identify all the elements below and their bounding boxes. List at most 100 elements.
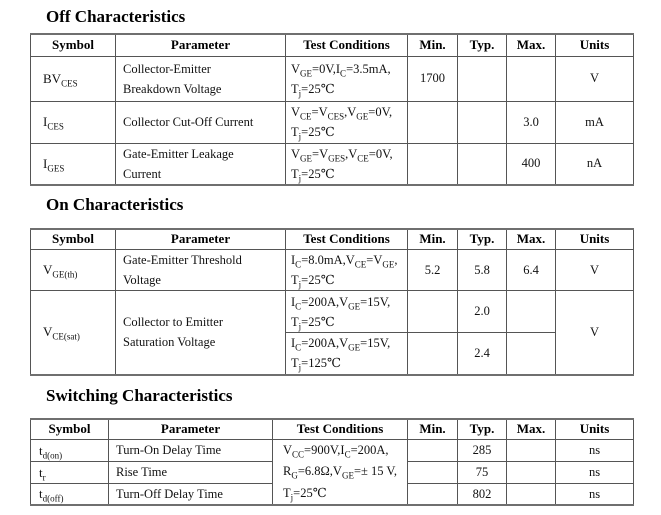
max-cell (506, 290, 556, 333)
cell-line: RG=6.8Ω,VGE=± 15 V, (283, 464, 397, 481)
cell-line: VGE=VGES,VCE=0V, (291, 146, 393, 164)
max-cell (506, 332, 556, 375)
typ-cell: 75 (457, 461, 507, 485)
parameter-cell: Collector to Emitter Saturation Voltage (115, 290, 286, 375)
cell-line: Gate-Emitter Threshold (123, 253, 242, 267)
table-row: td(off) Turn-Off Delay Time 802 ns (30, 483, 634, 506)
symbol-cell: td(off) (30, 483, 109, 506)
typ-cell (457, 142, 507, 186)
col-header-test-conditions: Test Conditions (285, 33, 408, 57)
col-header-units: Units (555, 33, 634, 57)
typ-cell: 2.4 (457, 332, 507, 375)
col-header-max: Max. (506, 418, 556, 440)
units-cell: V (555, 55, 634, 102)
cell-line: VCE=VCES,VGE=0V, (291, 105, 393, 122)
col-header-symbol: Symbol (30, 418, 109, 440)
symbol-cell: ICES (30, 100, 116, 144)
cell-line: IC=8.0mA,VCE=VGE, (291, 253, 398, 270)
min-cell (407, 142, 458, 186)
col-header-min: Min. (407, 33, 458, 57)
symbol-cell: VGE(th) (30, 249, 116, 291)
col-header-parameter: Parameter (115, 228, 286, 250)
section-title-switching: Switching Characteristics (46, 386, 233, 405)
table-row: IGES Gate-Emitter Leakage Current VGE=VG… (30, 142, 634, 186)
cell-line: Collector Cut-Off Current (123, 115, 254, 129)
units-cell: V (555, 249, 634, 291)
parameter-cell: Gate-Emitter Leakage Current (115, 142, 286, 186)
test-conditions-cell: VCE=VCES,VGE=0V, Tj=25℃ (285, 100, 408, 144)
cell-line: Collector-Emitter (123, 61, 211, 76)
cell-line: Tj=25℃ (291, 81, 335, 98)
col-header-typ: Typ. (457, 33, 507, 57)
col-header-typ: Typ. (457, 228, 507, 250)
parameter-cell: Turn-On Delay Time (108, 438, 273, 463)
parameter-cell: Gate-Emitter Threshold Voltage (115, 249, 286, 291)
off-characteristics-table: Symbol Parameter Test Conditions Min. Ty… (30, 33, 634, 186)
symbol-cell: tr (30, 461, 109, 485)
parameter-cell: Collector Cut-Off Current (115, 100, 286, 144)
col-header-symbol: Symbol (30, 33, 116, 57)
typ-cell (457, 55, 507, 102)
parameter-cell: Turn-Off Delay Time (108, 483, 273, 506)
units-cell: mA (555, 100, 634, 144)
col-header-units: Units (555, 418, 634, 440)
col-header-max: Max. (506, 228, 556, 250)
max-cell: 3.0 (506, 100, 556, 144)
cell-line: IC=200A,VGE=15V, (291, 294, 391, 311)
section-title-on: On Characteristics (46, 195, 184, 214)
symbol-cell: td(on) (30, 438, 109, 463)
cell-line: Collector to Emitter (123, 315, 223, 330)
min-cell: 1700 (407, 55, 458, 102)
on-characteristics-table: Symbol Parameter Test Conditions Min. Ty… (30, 228, 634, 376)
max-cell (506, 55, 556, 102)
symbol-cell: BVCES (30, 55, 116, 102)
switching-characteristics-table: Symbol Parameter Test Conditions Min. Ty… (30, 418, 634, 507)
units-cell: ns (555, 438, 634, 463)
table-row: VCE(sat) Collector to Emitter Saturation… (30, 290, 634, 375)
table-header-row: Symbol Parameter Test Conditions Min. Ty… (30, 418, 634, 440)
cell-line: Tj=25℃ (291, 166, 335, 184)
min-cell (407, 332, 458, 375)
max-cell (506, 483, 556, 506)
section-title-off: Off Characteristics (46, 7, 186, 26)
col-header-max: Max. (506, 33, 556, 57)
test-conditions-cell: IC=200A,VGE=15V, Tj=25℃ (285, 290, 408, 333)
max-cell: 400 (506, 142, 556, 186)
test-conditions-cell: VGE=0V,IC=3.5mA, Tj=25℃ (285, 55, 408, 102)
cell-line: Gate-Emitter Leakage (123, 146, 234, 161)
max-cell: 6.4 (506, 249, 556, 291)
col-header-test-conditions: Test Conditions (285, 228, 408, 250)
cell-line: Breakdown Voltage (123, 81, 222, 96)
min-cell (407, 100, 458, 144)
min-cell (407, 483, 458, 506)
min-cell (407, 290, 458, 333)
units-cell: ns (555, 461, 634, 485)
parameter-cell: Rise Time (108, 461, 273, 485)
test-conditions-cell: VCC=900V,IC=200A, RG=6.8Ω,VGE=± 15 V, Tj… (272, 439, 408, 506)
cell-line: Saturation Voltage (123, 335, 216, 350)
symbol-cell: VCE(sat) (30, 290, 116, 375)
cell-line: Voltage (123, 273, 161, 287)
cell-line: Tj=25℃ (291, 125, 335, 142)
table-row: VGE(th) Gate-Emitter Threshold Voltage I… (30, 249, 634, 291)
col-header-parameter: Parameter (115, 33, 286, 57)
typ-cell: 2.0 (457, 290, 507, 333)
cell-line: IC=200A,VGE=15V, (291, 336, 391, 353)
units-cell: ns (555, 483, 634, 506)
table-row: IC=200A,VGE=15V, Tj=125℃ 2.4 (31, 332, 634, 375)
max-cell (506, 438, 556, 463)
col-header-min: Min. (407, 228, 458, 250)
units-cell: nA (555, 142, 634, 186)
col-header-symbol: Symbol (30, 228, 116, 250)
col-header-units: Units (555, 228, 634, 250)
typ-cell: 5.8 (457, 249, 507, 291)
test-conditions-cell: VGE=VGES,VCE=0V, Tj=25℃ (285, 142, 408, 186)
typ-cell: 285 (457, 438, 507, 463)
table-header-row: Symbol Parameter Test Conditions Min. Ty… (30, 228, 634, 250)
cell-line: Current (123, 166, 162, 181)
max-cell (506, 461, 556, 485)
table-row: td(on) Turn-On Delay Time VCC=900V,IC=20… (30, 438, 634, 506)
cell-line: Tj=25℃ (291, 314, 335, 331)
typ-cell (457, 100, 507, 144)
